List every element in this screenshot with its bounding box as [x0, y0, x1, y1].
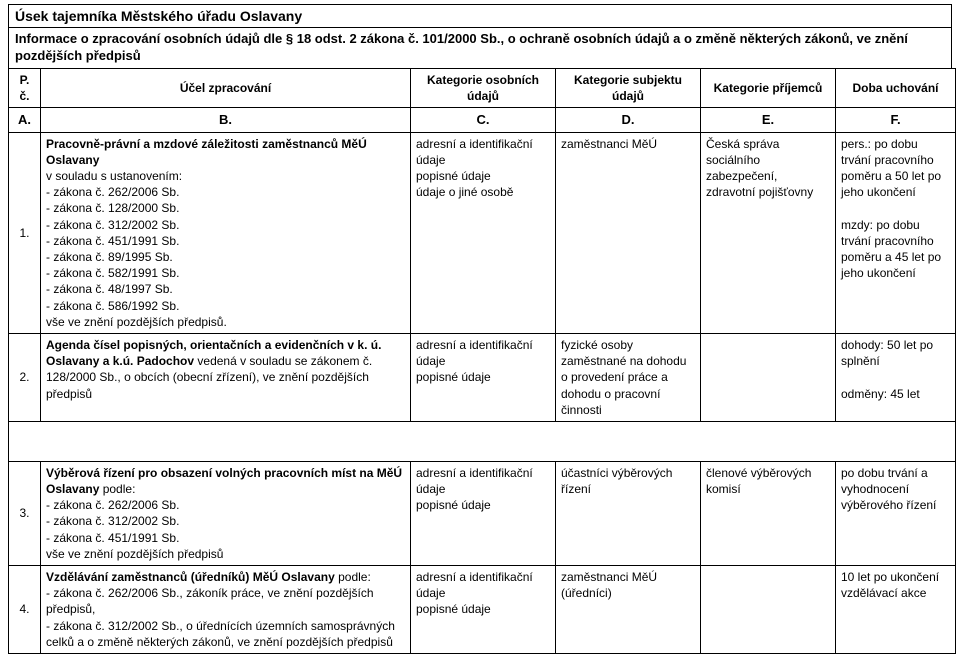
data-table: P. č. Účel zpracování Kategorie osobních…: [8, 68, 956, 654]
row-index: 2.: [9, 333, 41, 421]
cell-e: členové výběrových komisí: [701, 461, 836, 565]
cell-c: adresní a identifikační údajepopisné úda…: [411, 132, 556, 333]
document-page: Úsek tajemníka Městského úřadu Oslavany …: [0, 0, 960, 658]
letter-b: B.: [41, 108, 411, 133]
cell-d: zaměstnanci MěÚ: [556, 132, 701, 333]
letter-c: C.: [411, 108, 556, 133]
cell-purpose: Agenda čísel popisných, orientačních a e…: [41, 333, 411, 421]
letter-f: F.: [836, 108, 956, 133]
row-index: 3.: [9, 461, 41, 565]
letter-e: E.: [701, 108, 836, 133]
table-row: 4.Vzdělávání zaměstnanců (úředníků) MěÚ …: [9, 566, 956, 654]
spacer-row: [9, 421, 956, 461]
letter-a: A.: [9, 108, 41, 133]
hdr-b: Účel zpracování: [41, 68, 411, 107]
cell-purpose: Výběrová řízení pro obsazení volných pra…: [41, 461, 411, 565]
cell-f: 10 let po ukončení vzdělávací akce: [836, 566, 956, 654]
hdr-a: P. č.: [9, 68, 41, 107]
letter-d: D.: [556, 108, 701, 133]
cell-e: [701, 566, 836, 654]
table-row: 3.Výběrová řízení pro obsazení volných p…: [9, 461, 956, 565]
document-subtitle: Informace o zpracování osobních údajů dl…: [8, 27, 952, 68]
header-row-letters: A. B. C. D. E. F.: [9, 108, 956, 133]
row-index: 1.: [9, 132, 41, 333]
hdr-d: Kategorie subjektu údajů: [556, 68, 701, 107]
cell-purpose: Vzdělávání zaměstnanců (úředníků) MěÚ Os…: [41, 566, 411, 654]
cell-f: pers.: po dobu trvání pracovního poměru …: [836, 132, 956, 333]
header-row-labels: P. č. Účel zpracování Kategorie osobních…: [9, 68, 956, 107]
table-body: 1.Pracovně-právní a mzdové záležitosti z…: [9, 132, 956, 653]
hdr-f: Doba uchování: [836, 68, 956, 107]
cell-f: dohody: 50 let po splnění odměny: 45 let: [836, 333, 956, 421]
table-row: 2.Agenda čísel popisných, orientačních a…: [9, 333, 956, 421]
cell-c: adresní a identifikační údajepopisné úda…: [411, 333, 556, 421]
cell-purpose: Pracovně-právní a mzdové záležitosti zam…: [41, 132, 411, 333]
cell-d: účastníci výběrových řízení: [556, 461, 701, 565]
table-row: 1.Pracovně-právní a mzdové záležitosti z…: [9, 132, 956, 333]
cell-d: fyzické osoby zaměstnané na dohodu o pro…: [556, 333, 701, 421]
cell-c: adresní a identifikační údajepopisné úda…: [411, 461, 556, 565]
hdr-c: Kategorie osobních údajů: [411, 68, 556, 107]
cell-d: zaměstnanci MěÚ (úředníci): [556, 566, 701, 654]
row-index: 4.: [9, 566, 41, 654]
cell-f: po dobu trvání a vyhodnocení výběrového …: [836, 461, 956, 565]
cell-e: [701, 333, 836, 421]
cell-e: Česká správa sociálního zabezpečení, zdr…: [701, 132, 836, 333]
cell-c: adresní a identifikační údajepopisné úda…: [411, 566, 556, 654]
document-title: Úsek tajemníka Městského úřadu Oslavany: [8, 4, 952, 27]
hdr-e: Kategorie příjemců: [701, 68, 836, 107]
